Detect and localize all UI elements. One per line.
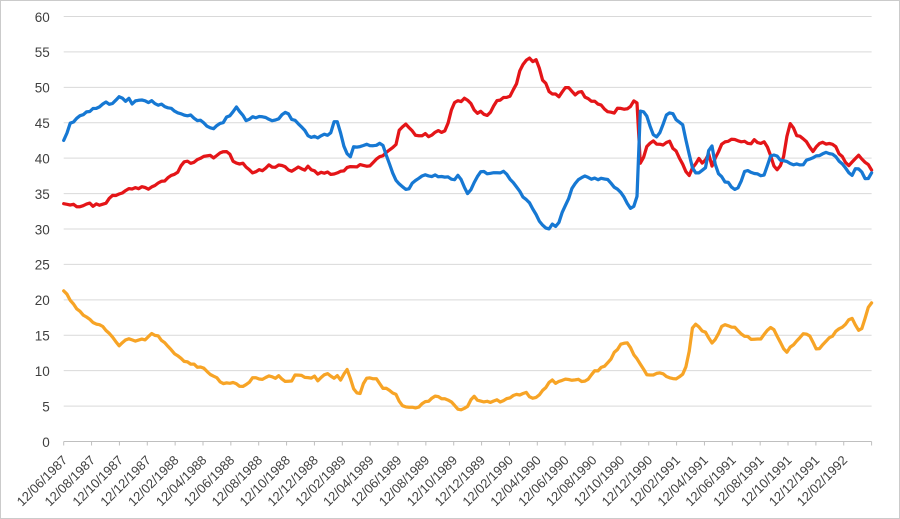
- svg-text:0: 0: [42, 435, 50, 450]
- svg-text:20: 20: [35, 293, 50, 308]
- svg-text:35: 35: [35, 187, 50, 202]
- svg-text:15: 15: [35, 329, 50, 344]
- svg-text:45: 45: [35, 116, 50, 131]
- svg-text:60: 60: [35, 10, 50, 25]
- svg-text:10: 10: [35, 364, 50, 379]
- svg-text:40: 40: [35, 151, 50, 166]
- svg-text:55: 55: [35, 45, 50, 60]
- svg-text:25: 25: [35, 258, 50, 273]
- svg-text:5: 5: [42, 399, 50, 414]
- svg-text:30: 30: [35, 222, 50, 237]
- svg-text:50: 50: [35, 81, 50, 96]
